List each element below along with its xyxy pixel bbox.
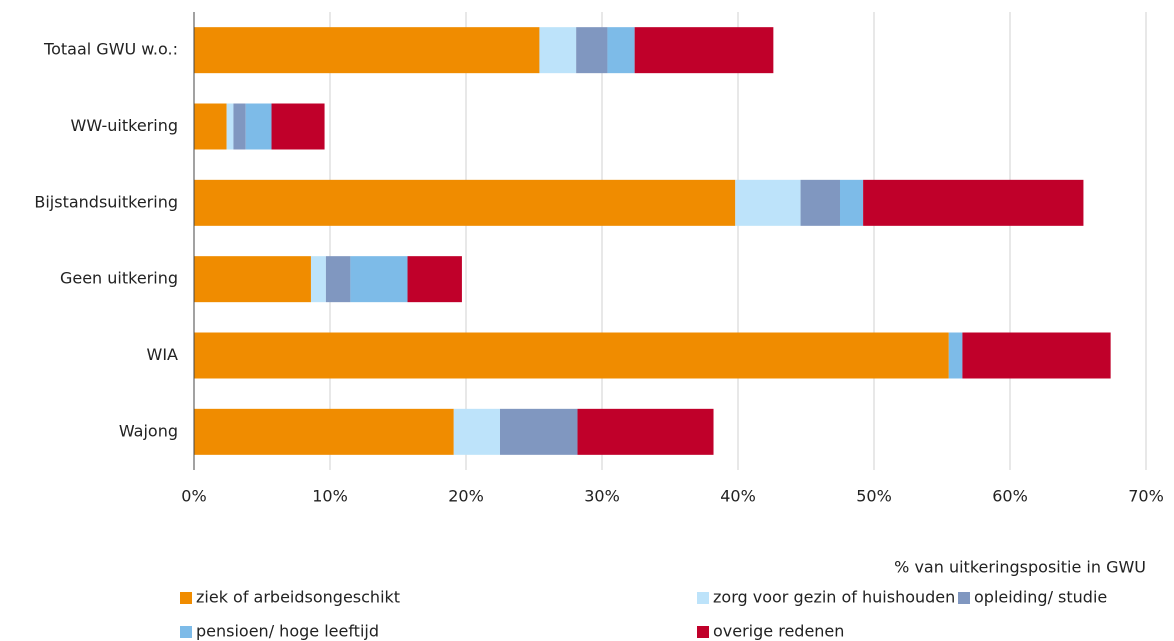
bar-segment — [634, 27, 774, 74]
x-tick-label: 20% — [448, 487, 484, 506]
bar-segment — [226, 103, 234, 150]
x-tick-label: 70% — [1128, 487, 1164, 506]
bar-segment — [539, 27, 577, 74]
bar-segment — [800, 179, 840, 226]
legend-label: ziek of arbeidsongeschikt — [196, 588, 400, 607]
y-tick-label: Totaal GWU w.o.: — [43, 40, 178, 59]
x-tick-label: 40% — [720, 487, 756, 506]
legend-swatch — [180, 626, 192, 638]
bar-segment — [576, 27, 608, 74]
bar-segment — [271, 103, 325, 150]
legend-swatch — [958, 592, 970, 604]
x-tick-label: 10% — [312, 487, 348, 506]
legend-swatch — [697, 626, 709, 638]
bar-segment — [245, 103, 272, 150]
bar-segment — [194, 332, 949, 379]
bar-segment — [194, 256, 311, 303]
bar-segment — [735, 179, 801, 226]
bar-segment — [863, 179, 1084, 226]
bar-segment — [350, 256, 408, 303]
bar-segment — [325, 256, 351, 303]
x-tick-label: 0% — [181, 487, 206, 506]
bar-segment — [194, 408, 454, 455]
bar-segment — [233, 103, 246, 150]
bar-segment — [407, 256, 462, 303]
x-tick-label: 50% — [856, 487, 892, 506]
legend-label: pensioen/ hoge leeftijd — [196, 622, 379, 641]
bar-segment — [194, 179, 736, 226]
legend-label: opleiding/ studie — [974, 588, 1107, 607]
bar-segment — [962, 332, 1111, 379]
y-tick-label: WIA — [147, 345, 179, 364]
legend-label: overige redenen — [713, 622, 844, 641]
y-tick-label: Wajong — [119, 421, 178, 440]
x-axis-label: % van uitkeringspositie in GWU — [894, 558, 1146, 577]
y-tick-label: Bijstandsuitkering — [34, 192, 178, 211]
bar-segment — [453, 408, 500, 455]
bar-segment — [948, 332, 963, 379]
legend-swatch — [697, 592, 709, 604]
y-tick-label: WW-uitkering — [71, 116, 178, 135]
bar-segment — [840, 179, 864, 226]
y-tick-label: Geen uitkering — [60, 269, 178, 288]
bar-segment — [607, 27, 635, 74]
bar-segment — [310, 256, 326, 303]
x-tick-label: 60% — [992, 487, 1028, 506]
legend-swatch — [180, 592, 192, 604]
bar-segment — [577, 408, 714, 455]
x-tick-label: 30% — [584, 487, 620, 506]
bar-segment — [500, 408, 578, 455]
bar-segment — [194, 103, 227, 150]
legend-label: zorg voor gezin of huishouden — [713, 588, 955, 607]
bar-segment — [194, 27, 540, 74]
